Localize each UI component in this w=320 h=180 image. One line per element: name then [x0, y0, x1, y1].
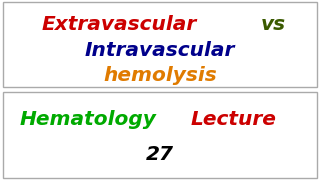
- Text: Lecture: Lecture: [190, 110, 276, 129]
- Bar: [3, 2, 317, 87]
- Text: Extravascular: Extravascular: [42, 15, 197, 34]
- Text: Intravascular: Intravascular: [85, 41, 235, 60]
- Bar: [3, 92, 317, 178]
- Text: 27: 27: [146, 145, 174, 164]
- Text: Hematology: Hematology: [19, 110, 156, 129]
- Text: vs: vs: [261, 15, 286, 34]
- Text: hemolysis: hemolysis: [103, 66, 217, 86]
